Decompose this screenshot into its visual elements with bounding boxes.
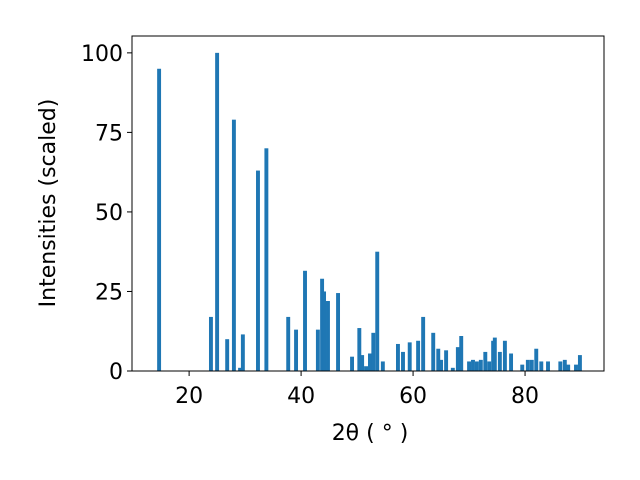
bar <box>444 350 449 371</box>
bar <box>577 355 582 371</box>
bar <box>566 364 571 371</box>
bar <box>478 359 483 371</box>
bar <box>534 348 539 371</box>
x-axis-label: 2θ ( ° ) <box>332 421 409 446</box>
y-tick-label: 100 <box>81 42 123 67</box>
bar <box>520 364 525 371</box>
bar <box>450 367 455 371</box>
bar <box>157 68 162 371</box>
bar <box>375 251 380 371</box>
y-tick-label: 25 <box>95 280 123 305</box>
bar <box>357 328 362 371</box>
bar <box>529 359 534 371</box>
bar <box>416 340 421 371</box>
bar <box>326 301 330 371</box>
bar <box>474 361 479 371</box>
bar <box>364 366 368 371</box>
bar <box>546 361 550 371</box>
y-tick-label: 50 <box>95 201 123 226</box>
bar <box>459 336 464 371</box>
x-tick-label: 20 <box>175 384 203 409</box>
bar <box>380 361 385 371</box>
bar <box>401 351 405 371</box>
bar <box>502 340 507 371</box>
bar <box>539 361 544 371</box>
bar <box>360 355 365 371</box>
bar <box>264 148 269 371</box>
bar <box>483 351 488 371</box>
bar <box>492 337 497 371</box>
x-tick-label: 60 <box>399 384 427 409</box>
bar <box>286 316 291 371</box>
bar <box>562 359 567 371</box>
bar <box>294 329 299 371</box>
bar <box>439 359 444 371</box>
bar <box>497 351 502 371</box>
bar <box>436 348 441 371</box>
bar <box>315 329 320 371</box>
bar <box>336 293 341 371</box>
bar <box>350 356 355 371</box>
bar <box>574 364 578 371</box>
bar <box>238 367 243 371</box>
bar <box>371 332 376 371</box>
bar <box>395 343 400 371</box>
bar <box>256 170 260 371</box>
bar <box>215 52 220 371</box>
bar <box>525 359 530 371</box>
bar <box>509 353 514 371</box>
bar <box>558 361 563 371</box>
x-tick-label: 40 <box>287 384 315 409</box>
y-tick-label: 75 <box>95 121 123 146</box>
bar <box>467 361 472 371</box>
bar <box>455 347 460 371</box>
bar <box>225 339 230 371</box>
plot-frame <box>131 35 605 372</box>
y-tick-label: 0 <box>109 360 123 385</box>
bar <box>407 342 412 371</box>
y-axis-label: Intensities (scaled) <box>36 99 61 308</box>
bar <box>303 270 307 371</box>
bar <box>240 334 245 371</box>
x-tick-label: 80 <box>511 384 539 409</box>
bar <box>208 316 213 371</box>
bar <box>231 119 236 371</box>
bar <box>487 361 492 371</box>
bar <box>368 353 372 371</box>
bar <box>322 291 327 371</box>
bar <box>471 359 475 371</box>
bar <box>431 332 436 371</box>
bar <box>421 316 426 371</box>
